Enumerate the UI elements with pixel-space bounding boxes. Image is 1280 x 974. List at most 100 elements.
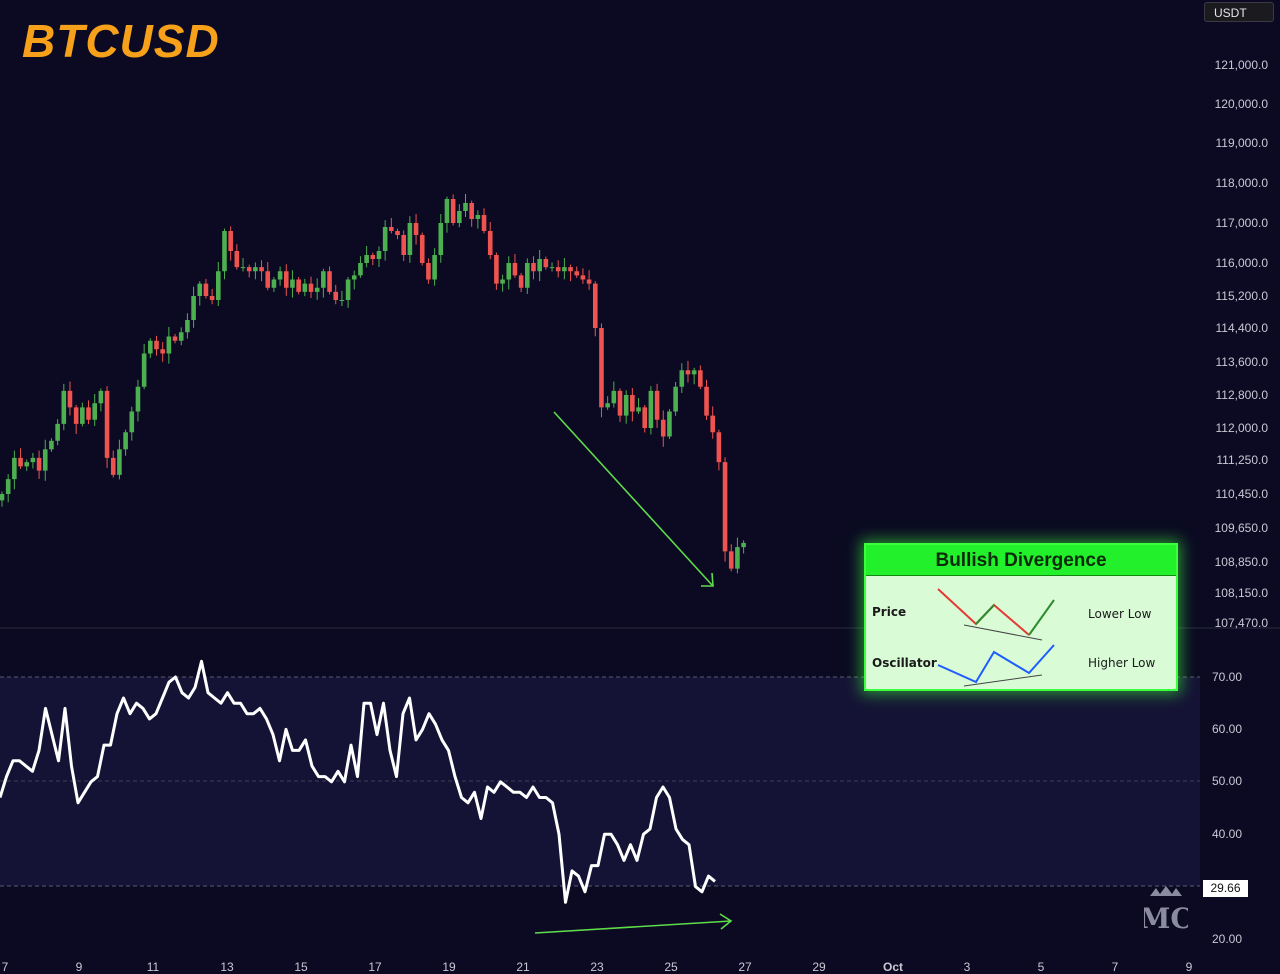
- candle-body: [321, 271, 326, 288]
- candle-body: [562, 267, 567, 272]
- candle-body: [413, 223, 419, 235]
- time-tick-label: 27: [738, 960, 752, 974]
- candle-body: [98, 390, 104, 404]
- time-tick-label: 9: [76, 960, 83, 974]
- logo-text: MC: [1144, 902, 1188, 935]
- candle-body: [716, 432, 722, 463]
- candle-body: [735, 547, 740, 569]
- candle-body: [135, 386, 141, 412]
- candle-body: [370, 255, 376, 259]
- candle-body: [228, 231, 233, 251]
- candle-body: [444, 199, 450, 223]
- price-tick-label: 107,470.0: [1215, 616, 1269, 630]
- candle-body: [18, 457, 23, 467]
- rsi-tick-label: 50.00: [1212, 774, 1242, 788]
- time-tick-label: 25: [664, 960, 678, 974]
- candle-body: [36, 457, 42, 471]
- candle-body: [537, 259, 542, 272]
- candle-body: [246, 267, 252, 272]
- candle-body: [339, 300, 345, 301]
- candle-body: [24, 462, 30, 467]
- candle-body: [469, 203, 474, 219]
- candle-body: [12, 457, 17, 480]
- legend-price-label: Price: [872, 605, 907, 619]
- candle-body: [141, 353, 147, 387]
- candle-body: [259, 267, 264, 272]
- candle-body: [86, 407, 91, 420]
- candle-body: [401, 235, 406, 255]
- price-tick-label: 119,000.0: [1216, 136, 1269, 150]
- candle-body: [49, 440, 54, 450]
- price-legend-line-down: [937, 588, 1030, 636]
- candle-body: [129, 411, 135, 433]
- currency-unit-badge[interactable]: USDT: [1204, 2, 1274, 22]
- candle-body: [148, 340, 153, 354]
- rsi-tick-label: 20.00: [1212, 932, 1242, 946]
- candle-body: [574, 271, 580, 276]
- candle-body: [494, 255, 499, 284]
- candle-body: [277, 271, 283, 280]
- candle-body: [450, 199, 456, 223]
- candle-body: [92, 403, 97, 420]
- price-tick-label: 108,150.0: [1215, 586, 1269, 600]
- candle-body: [80, 407, 85, 424]
- candle-body: [549, 267, 555, 269]
- candle-body: [104, 390, 110, 458]
- candle-body: [191, 296, 196, 320]
- candle-body: [531, 263, 536, 272]
- legend-title: Bullish Divergence: [866, 545, 1176, 576]
- candle-body: [481, 215, 487, 231]
- candle-body: [154, 340, 159, 350]
- candle-body: [426, 263, 431, 280]
- candle-body: [290, 279, 295, 288]
- candle-body: [660, 419, 666, 437]
- time-tick-label: 3: [964, 960, 971, 974]
- candle-body: [358, 263, 363, 276]
- candle-body: [512, 263, 518, 276]
- candle-body: [555, 267, 561, 272]
- price-tick-label: 118,000.0: [1216, 176, 1269, 190]
- candle-body: [691, 370, 697, 375]
- price-tick-label: 109,650.0: [1215, 521, 1269, 535]
- candle-body: [432, 255, 437, 280]
- time-tick-label: 7: [2, 960, 9, 974]
- rsi-tick-label: 60.00: [1212, 722, 1242, 736]
- candle-body: [698, 370, 703, 387]
- rsi-axis: 70.00 60.00 50.00 40.00 20.00: [1212, 670, 1242, 946]
- time-tick-label: 29: [812, 960, 826, 974]
- price-tick-label: 113,600.0: [1216, 355, 1269, 369]
- time-tick-label: 7: [1112, 960, 1119, 974]
- candle-body: [296, 279, 301, 292]
- price-tick-label: 117,000.0: [1216, 216, 1269, 230]
- price-tick-label: 115,200.0: [1216, 289, 1269, 303]
- candle-body: [568, 267, 573, 272]
- candle-body: [234, 251, 240, 268]
- candle-body: [209, 296, 215, 300]
- candle-body: [599, 328, 604, 408]
- candle-body: [73, 407, 79, 424]
- mc-crown-logo-icon: MC: [1144, 886, 1188, 935]
- price-tick-label: 112,000.0: [1216, 421, 1269, 435]
- candle-body: [389, 227, 394, 231]
- candle-body: [630, 395, 635, 412]
- candle-body: [667, 411, 672, 437]
- candle-body: [197, 283, 203, 296]
- candle-body: [67, 390, 73, 408]
- oscillator-legend-support: [963, 674, 1043, 687]
- candle-body: [203, 283, 209, 296]
- legend-oscillator-label: Oscillator: [872, 656, 937, 670]
- candle-body: [117, 449, 122, 475]
- candle-body: [642, 407, 648, 428]
- price-tick-label: 114,400.0: [1216, 321, 1269, 335]
- price-legend-support: [963, 624, 1043, 641]
- bullish-divergence-legend: Bullish Divergence Price Lower Low Oscil…: [864, 543, 1178, 691]
- candle-body: [351, 275, 357, 280]
- price-tick-label: 110,450.0: [1216, 487, 1269, 501]
- time-tick-label: Oct: [883, 960, 903, 974]
- candle-body: [271, 279, 277, 288]
- candle-body: [160, 349, 165, 354]
- price-axis: 121,000.0 120,000.0 119,000.0 118,000.0 117,…: [1215, 58, 1269, 630]
- candle-body: [685, 370, 691, 375]
- candle-body: [172, 336, 178, 341]
